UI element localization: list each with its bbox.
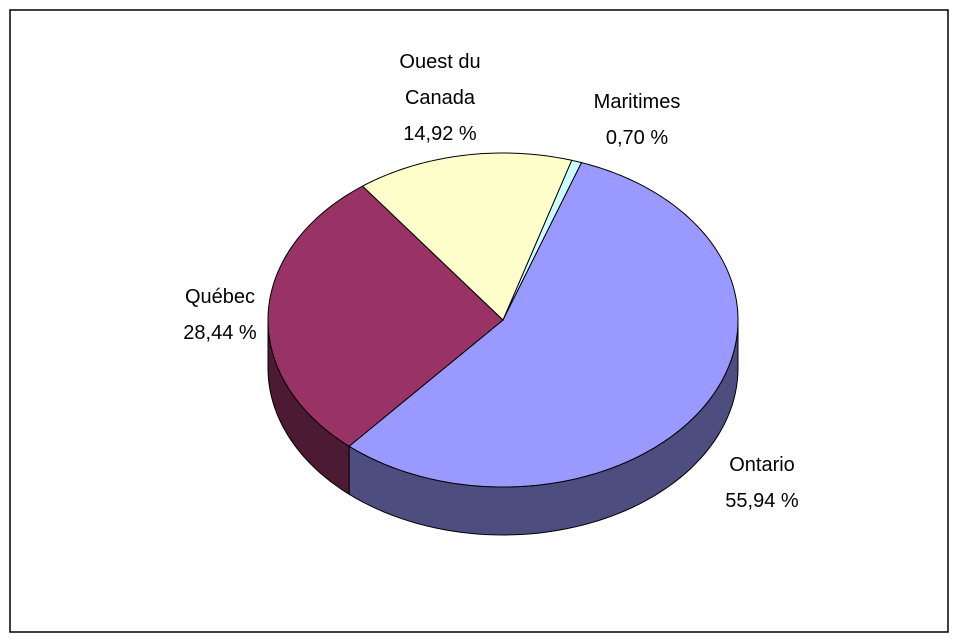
slice-label: Ontario 55,94 % (702, 447, 822, 519)
value-label: 28,44 % (183, 322, 257, 344)
slice-label: Ouest du Canada 14,92 % (380, 44, 500, 152)
slice (267, 185, 504, 447)
slice (361, 152, 573, 321)
value-label: 55,94 % (725, 490, 799, 512)
value-label: 0,70 % (605, 127, 669, 149)
category-label: Ouest du Canada (399, 51, 481, 109)
slice (348, 162, 739, 488)
category-label: Ontario (729, 454, 795, 476)
slice-label: Maritimes 0,70 % (577, 84, 697, 156)
value-label: 14,92 % (403, 123, 477, 145)
slice-label: Québec 28,44 % (160, 279, 280, 351)
category-label: Maritimes (593, 91, 681, 113)
category-label: Québec (184, 286, 256, 308)
